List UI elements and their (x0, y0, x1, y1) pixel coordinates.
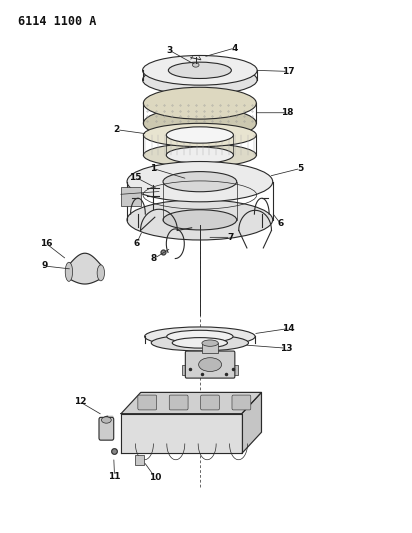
Text: 12: 12 (74, 398, 87, 407)
Polygon shape (121, 392, 262, 414)
Ellipse shape (143, 108, 256, 139)
Text: 6: 6 (277, 219, 283, 228)
Text: 6: 6 (133, 239, 140, 248)
Ellipse shape (145, 327, 255, 346)
Ellipse shape (101, 417, 111, 423)
FancyBboxPatch shape (185, 351, 235, 378)
Text: 9: 9 (41, 262, 47, 270)
Text: 11: 11 (108, 472, 121, 481)
Ellipse shape (143, 143, 256, 167)
Text: 7: 7 (227, 233, 234, 242)
Ellipse shape (143, 55, 257, 85)
Ellipse shape (166, 147, 234, 163)
Text: 18: 18 (281, 108, 293, 117)
Ellipse shape (166, 127, 234, 143)
Text: 14: 14 (282, 324, 295, 333)
Bar (121, 188, 141, 206)
Text: 17: 17 (281, 67, 294, 76)
Ellipse shape (169, 62, 232, 78)
Ellipse shape (199, 358, 222, 372)
Ellipse shape (163, 210, 236, 230)
Polygon shape (242, 392, 262, 454)
FancyBboxPatch shape (232, 395, 251, 410)
Ellipse shape (143, 87, 256, 119)
FancyBboxPatch shape (201, 395, 220, 410)
Ellipse shape (151, 335, 248, 351)
Text: 4: 4 (232, 44, 238, 53)
Text: 3: 3 (166, 46, 172, 55)
Text: 10: 10 (149, 473, 161, 482)
Ellipse shape (172, 337, 227, 348)
Ellipse shape (192, 63, 199, 67)
FancyBboxPatch shape (169, 395, 188, 410)
Ellipse shape (163, 172, 236, 192)
FancyBboxPatch shape (138, 395, 157, 410)
Ellipse shape (127, 161, 273, 202)
Text: 1: 1 (150, 164, 156, 173)
Polygon shape (121, 414, 242, 454)
Text: 2: 2 (114, 125, 120, 134)
Polygon shape (141, 392, 262, 432)
Ellipse shape (143, 65, 257, 95)
Text: 15: 15 (129, 173, 142, 182)
Ellipse shape (97, 265, 105, 281)
Text: 5: 5 (297, 164, 304, 173)
Bar (135, 455, 145, 465)
Text: 8: 8 (151, 254, 157, 263)
Ellipse shape (167, 330, 233, 343)
Ellipse shape (202, 340, 218, 346)
Bar (202, 343, 218, 353)
Polygon shape (69, 253, 101, 284)
Ellipse shape (127, 200, 273, 240)
Polygon shape (101, 416, 113, 424)
Ellipse shape (65, 262, 73, 281)
FancyBboxPatch shape (99, 417, 114, 440)
Bar (232, 365, 238, 375)
Bar (183, 365, 189, 375)
Ellipse shape (143, 123, 256, 147)
Text: 16: 16 (40, 239, 53, 248)
Text: 6114 1100 A: 6114 1100 A (18, 14, 96, 28)
Text: 13: 13 (280, 344, 292, 353)
